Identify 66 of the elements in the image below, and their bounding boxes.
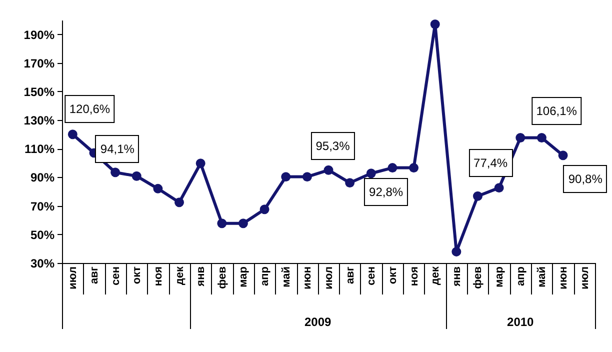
point xyxy=(238,218,248,228)
annotation: 94,1% xyxy=(95,134,140,163)
y-tick-label: 50% xyxy=(30,228,55,242)
x-tick-label: май xyxy=(280,266,292,288)
x-tick-label: июл xyxy=(323,266,335,290)
x-tick-label: апр xyxy=(514,266,527,286)
x-tick-label: ноя xyxy=(408,266,420,286)
point xyxy=(452,246,462,256)
point xyxy=(516,133,526,143)
y-tick-label: 70% xyxy=(30,199,55,214)
y-tick-label: 150% xyxy=(24,84,55,99)
point xyxy=(536,133,546,143)
annotation: 95,3% xyxy=(310,132,355,160)
point xyxy=(472,191,482,201)
point xyxy=(217,218,227,228)
point xyxy=(430,20,440,30)
text: 2009 xyxy=(304,315,332,329)
point xyxy=(345,178,355,188)
point xyxy=(388,163,398,173)
x-tick-label: май xyxy=(536,266,548,288)
x-tick-label: мар xyxy=(494,266,506,288)
x-tick-label: июн xyxy=(558,266,570,290)
x-tick-label: окт xyxy=(386,266,399,284)
x-tick-label: июн xyxy=(302,266,314,290)
annotation: 92,8% xyxy=(364,178,408,206)
point xyxy=(409,163,419,173)
point xyxy=(196,158,206,168)
x-tick-label: апр xyxy=(259,266,272,286)
annotation: 90,8% xyxy=(563,165,608,194)
point xyxy=(260,204,270,214)
y-tick-label: 90% xyxy=(30,170,55,185)
point xyxy=(494,183,504,193)
point xyxy=(174,198,184,208)
x-tick-label: дек xyxy=(174,266,186,286)
point xyxy=(324,165,334,175)
x-tick-label: янв xyxy=(450,266,463,286)
y-tick-label: 30% xyxy=(30,256,55,270)
x-tick-label: фев xyxy=(216,266,228,289)
point xyxy=(68,130,78,140)
x-tick-label: окт xyxy=(131,266,144,284)
point xyxy=(302,172,312,182)
point xyxy=(366,168,376,178)
point xyxy=(132,171,142,181)
y-tick-label: 130% xyxy=(24,114,55,128)
x-tick-label: янв xyxy=(195,266,208,286)
x-tick-label: сен xyxy=(366,266,378,286)
x-tick-label: июл xyxy=(67,266,80,290)
x-tick-label: фев xyxy=(472,266,484,289)
x-tick-label: авг xyxy=(344,266,356,284)
x-tick-label: сен xyxy=(110,266,122,286)
point xyxy=(153,184,163,194)
annotation: 106,1% xyxy=(531,97,582,126)
x-tick-label: дек xyxy=(430,266,442,286)
y-tick-label: 110% xyxy=(24,142,55,156)
y-tick-label: 190% xyxy=(24,28,55,42)
x-tick-label: июл xyxy=(578,266,591,290)
x-tick-label: авг xyxy=(88,266,100,284)
annotation: 120,6% xyxy=(64,95,116,124)
point xyxy=(110,168,120,178)
text: 2010 xyxy=(507,315,534,329)
point xyxy=(281,172,291,182)
point xyxy=(558,150,568,160)
y-tick-label: 170% xyxy=(24,56,55,70)
x-tick-label: ноя xyxy=(152,266,164,286)
x-tick-label: мар xyxy=(238,266,250,288)
annotation: 77,4% xyxy=(468,148,513,177)
